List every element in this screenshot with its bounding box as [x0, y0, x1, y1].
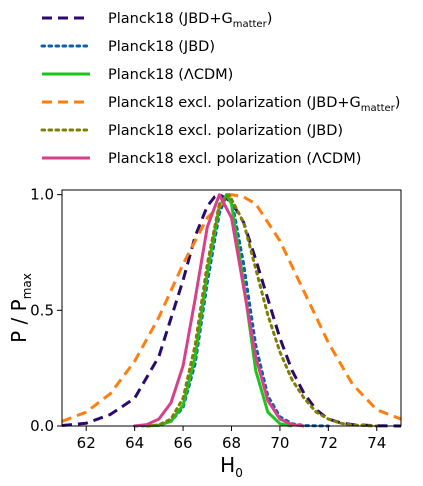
x-tick-label: 62 [77, 434, 96, 452]
x-tick-label: 68 [222, 434, 241, 452]
x-tick-label: 72 [319, 434, 338, 452]
x-axis-label: H0 [220, 453, 243, 480]
x-tick-label: 74 [367, 434, 386, 452]
legend-label-main: Planck18 excl. polarization (JBD+G [108, 95, 361, 111]
y-tick-label: 0.0 [30, 417, 54, 435]
y-tick-label: 0.5 [30, 301, 54, 319]
x-axis-label-sub: 0 [235, 466, 243, 480]
series-line-6 [134, 193, 305, 428]
legend-label-main: Planck18 (JBD+G [108, 11, 233, 27]
x-axis: 62 64 66 68 70 72 74 [77, 426, 386, 452]
legend-label-sub: matter [361, 103, 396, 114]
legend-label-suffix: ) [267, 11, 273, 27]
chart-legend: Planck18 (JBD+Gmatter)Planck18 (JBD)Plan… [40, 11, 400, 167]
x-tick-label: 64 [125, 434, 144, 452]
x-tick-label: 66 [174, 434, 193, 452]
y-axis-label-main: P / P [7, 299, 31, 343]
y-axis: 0.0 0.5 1.0 [30, 186, 62, 435]
legend-label-6: Planck18 excl. polarization (ΛCDM) [108, 151, 361, 167]
plot-area: 62 64 66 68 70 72 74 0.0 0.5 1.0 [30, 186, 402, 452]
legend-label-suffix: ) [395, 95, 401, 111]
legend-label-main: Planck18 (ΛCDM) [108, 67, 233, 83]
legend-label-2: Planck18 (JBD) [108, 39, 215, 55]
y-tick-label: 1.0 [30, 186, 54, 204]
series-layer [61, 193, 402, 428]
series-line-4 [61, 193, 402, 423]
y-axis-label: P / Pmax [7, 273, 34, 343]
legend-label-main: Planck18 excl. polarization (ΛCDM) [108, 151, 361, 167]
legend-label-4: Planck18 excl. polarization (JBD+Gmatter… [108, 95, 400, 114]
x-axis-label-main: H [220, 453, 235, 477]
y-axis-label-sub: max [20, 273, 34, 299]
series-line-5 [145, 193, 379, 428]
x-tick-label: 70 [270, 434, 289, 452]
legend-label-main: Planck18 excl. polarization (JBD) [108, 123, 343, 139]
legend-label-sub: matter [233, 19, 268, 30]
legend-label-main: Planck18 (JBD) [108, 39, 215, 55]
legend-label-5: Planck18 excl. polarization (JBD) [108, 123, 343, 139]
legend-label-3: Planck18 (ΛCDM) [108, 67, 233, 83]
legend-label-1: Planck18 (JBD+Gmatter) [108, 11, 272, 30]
series-line-1 [61, 193, 402, 428]
